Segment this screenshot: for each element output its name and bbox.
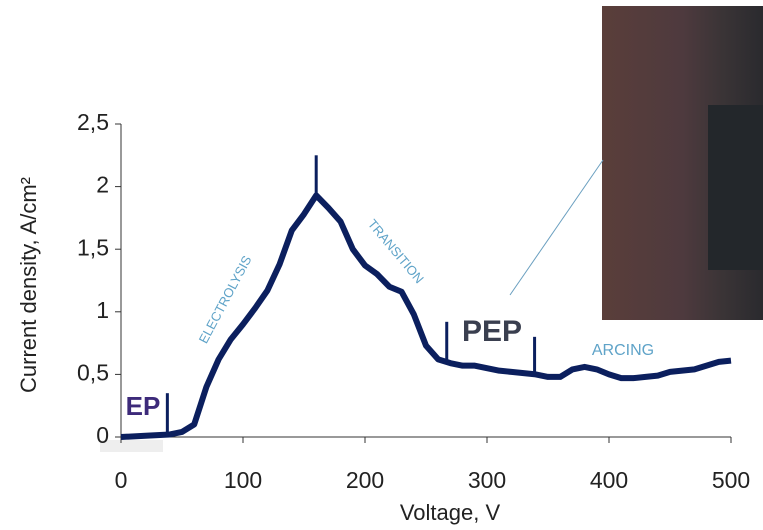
photo-object: [708, 105, 763, 270]
x-tick-label: 500: [712, 467, 750, 493]
data-line: [120, 192, 732, 440]
callout-line: [509, 159, 604, 296]
y-tick-label: 0: [96, 422, 109, 448]
y-axis-title: Current density, A/cm²: [16, 177, 41, 393]
annotation: PEP: [462, 315, 522, 348]
y-tick-label: 2: [96, 172, 109, 198]
x-tick-label: 100: [224, 467, 262, 493]
annotation: ARCING: [592, 342, 654, 359]
y-tick-label: 0,5: [77, 359, 109, 385]
x-tick-label: 200: [346, 467, 384, 493]
y-tick-label: 1: [96, 297, 109, 323]
annotation: ELECTROLYSIS: [196, 253, 255, 346]
x-tick-label: 300: [468, 467, 506, 493]
y-tick-label: 2,5: [77, 109, 109, 135]
shade: [100, 440, 163, 452]
x-tick-label: 400: [590, 467, 628, 493]
x-axis-title: Voltage, V: [400, 500, 501, 525]
annotation: EP: [126, 391, 161, 421]
annotation: TRANSITION: [365, 216, 427, 286]
x-tick-label: 0: [115, 467, 128, 493]
y-tick-label: 1,5: [77, 234, 109, 260]
